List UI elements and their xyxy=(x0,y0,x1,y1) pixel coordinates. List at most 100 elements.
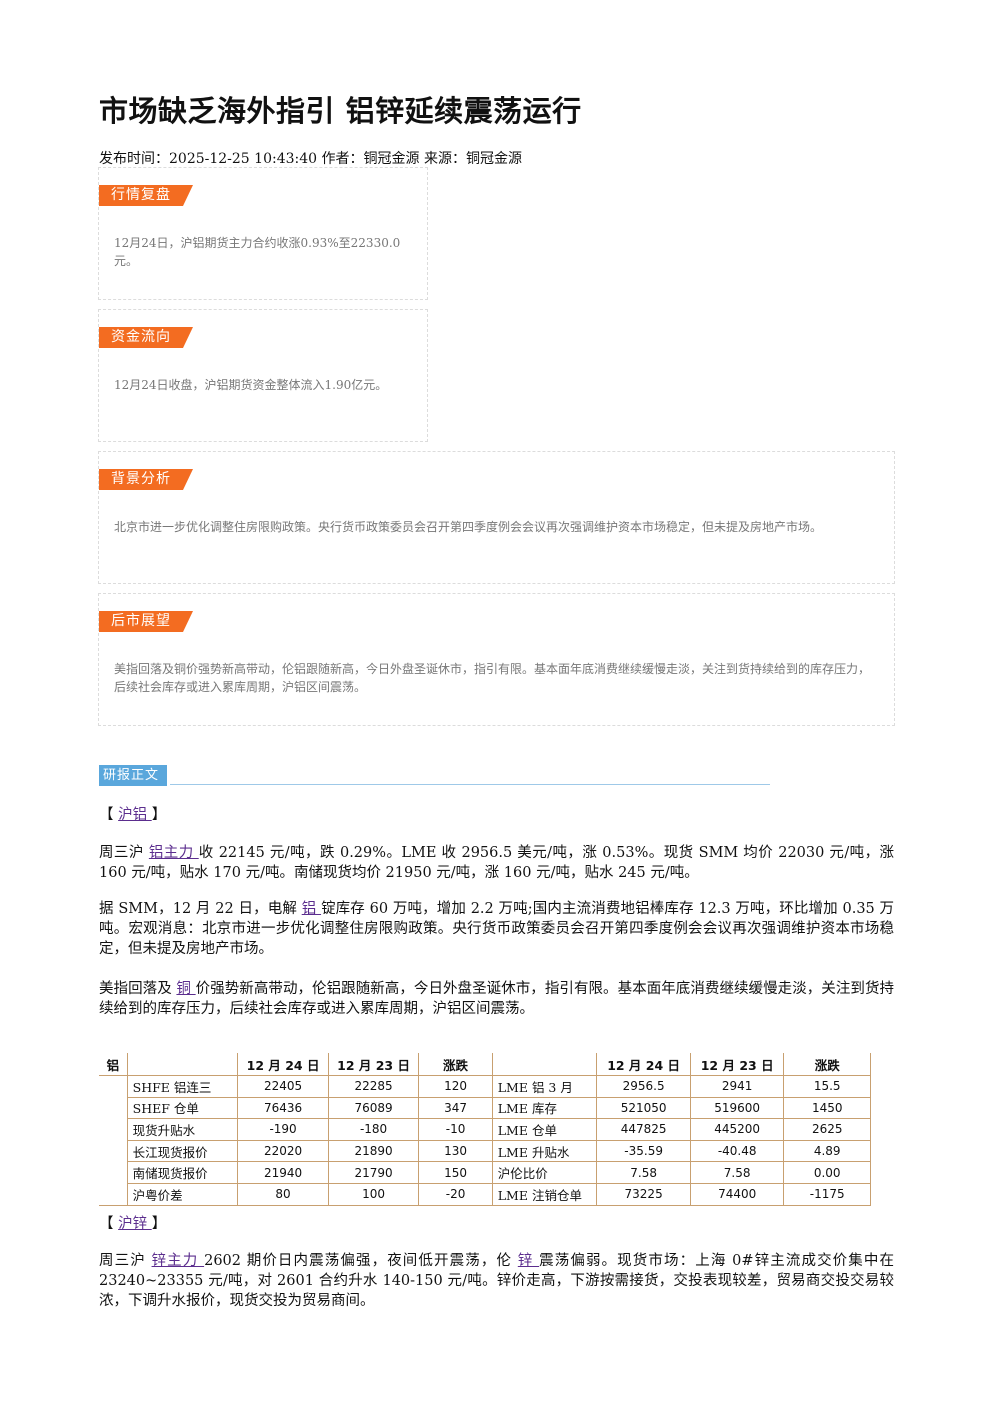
page-title: 市场缺乏海外指引 铝锌延续震荡运行 xyxy=(99,94,582,128)
lme-zinc-link[interactable]: 锌 xyxy=(517,1253,540,1269)
table-row-label: 长江现货报价 xyxy=(126,1139,239,1163)
table-cell: 445200 xyxy=(689,1118,785,1141)
market-review-card: 行情复盘 12月24日，沪铝期货主力合约收涨0.93%至22330.0元。 xyxy=(98,167,428,300)
table-cell: -180 xyxy=(327,1118,420,1141)
table-cell: -1175 xyxy=(783,1182,871,1206)
table-cell: 120 xyxy=(418,1075,493,1098)
zn-link[interactable]: 沪锌 xyxy=(118,1216,152,1232)
table-stub-cell xyxy=(99,1118,128,1141)
outlook-card: 后市展望 美指回落及铜价强势新高带动，伦铝跟随新高，今日外盘圣诞休市，指引有限。… xyxy=(98,593,895,726)
table-cell: 22405 xyxy=(237,1075,329,1098)
outlook-tag: 后市展望 xyxy=(99,611,193,632)
table-cell: 0.00 xyxy=(783,1161,871,1184)
table-cell: 2941 xyxy=(689,1075,785,1098)
background-card: 背景分析 北京市进一步优化调整住房限购政策。央行货币政策委员会召开第四季度例会会… xyxy=(98,451,895,584)
outlook-text: 美指回落及铜价强势新高带动，伦铝跟随新高，今日外盘圣诞休市，指引有限。基本面年底… xyxy=(114,662,871,694)
table-cell: -20 xyxy=(418,1182,493,1206)
table-header-cell: 涨跌 xyxy=(418,1053,493,1076)
zn-section-heading: 【 沪锌 】 xyxy=(99,1216,167,1232)
table-cell: 22020 xyxy=(237,1139,329,1163)
table-cell: 7.58 xyxy=(689,1161,785,1184)
table-cell: 519600 xyxy=(689,1096,785,1120)
table-header-cell: 12 月 23 日 xyxy=(327,1053,420,1076)
table-cell: 100 xyxy=(327,1182,420,1206)
table-row: SHFE 铝连三 22405 22285 120 LME 铝 3 月 2956.5 2941… xyxy=(99,1075,871,1098)
table-header-cell: 12 月 23 日 xyxy=(689,1053,785,1076)
table-header-cell xyxy=(126,1053,239,1076)
table-cell: 2956.5 xyxy=(596,1075,691,1098)
table-cell: 21790 xyxy=(327,1161,420,1184)
table-cell: 21940 xyxy=(237,1161,329,1184)
table-cell: 1450 xyxy=(783,1096,871,1120)
report-divider xyxy=(170,784,770,785)
table-cell: 521050 xyxy=(596,1096,691,1120)
table-row-label: 沪粤价差 xyxy=(126,1182,239,1206)
aluminium-link[interactable]: 铝 xyxy=(301,901,322,917)
table-cell: 80 xyxy=(237,1182,329,1206)
background-tag: 背景分析 xyxy=(99,469,193,490)
table-cell: 347 xyxy=(418,1096,493,1120)
background-text: 北京市进一步优化调整住房限购政策。央行货币政策委员会召开第四季度例会会议再次强调… xyxy=(114,520,823,534)
table-row-label: SHFE 铝连三 xyxy=(126,1075,239,1098)
table-cell: 130 xyxy=(418,1139,493,1163)
report-body-tag: 研报正文 xyxy=(99,765,168,786)
table-row: 长江现货报价 22020 21890 130 LME 升贴水 -35.59 -40.48 4.… xyxy=(99,1139,871,1163)
table-cell: 76089 xyxy=(327,1096,420,1120)
table-stub-cell xyxy=(99,1097,128,1119)
table-stub-cell xyxy=(99,1183,128,1206)
table-stub-cell xyxy=(99,1075,128,1098)
table-row: 沪粤价差 80 100 -20 LME 注销仓单 73225 74400 -1175 xyxy=(99,1182,871,1206)
article-meta: 发布时间：2025-12-25 10:43:40 作者：铜冠金源 来源：铜冠金源 xyxy=(99,151,522,167)
al-link[interactable]: 沪铝 xyxy=(118,807,152,823)
table-cell: 150 xyxy=(418,1161,493,1184)
table-cell: 447825 xyxy=(596,1118,691,1141)
table-row-label: LME 仓单 xyxy=(491,1118,598,1141)
table-stub-label: 铝 xyxy=(99,1053,128,1076)
table-header-cell: 12 月 24 日 xyxy=(237,1053,329,1076)
table-cell: 7.58 xyxy=(596,1161,691,1184)
al-main-link[interactable]: 铝主力 xyxy=(148,845,199,861)
table-cell: -35.59 xyxy=(596,1139,691,1163)
table-row-label: LME 库存 xyxy=(491,1096,598,1120)
table-cell: 2625 xyxy=(783,1118,871,1141)
capital-flow-text: 12月24日收盘，沪铝期货资金整体流入1.90亿元。 xyxy=(114,378,388,392)
table-cell: -10 xyxy=(418,1118,493,1141)
table-row-label: 沪伦比价 xyxy=(491,1161,598,1184)
aluminium-data-table: 铝 12 月 24 日 12 月 23 日涨跌 12 月 24 日 12 月 23 日涨… xyxy=(99,1053,871,1206)
table-row-label: LME 升贴水 xyxy=(491,1139,598,1163)
table-row-label: 南储现货报价 xyxy=(126,1161,239,1184)
table-stub-cell xyxy=(99,1161,128,1184)
market-review-tag: 行情复盘 xyxy=(99,185,193,206)
table-cell: -40.48 xyxy=(689,1139,785,1163)
table-cell: 4.89 xyxy=(783,1139,871,1163)
table-cell: -190 xyxy=(237,1118,329,1141)
market-review-text: 12月24日，沪铝期货主力合约收涨0.93%至22330.0元。 xyxy=(114,236,401,268)
table-row: SHEF 仓单 76436 76089 347 LME 库存 521050 519600 14… xyxy=(99,1096,871,1120)
table-row-label: 现货升贴水 xyxy=(126,1118,239,1141)
table-header-cell xyxy=(491,1053,598,1076)
table-row-label: LME 注销仓单 xyxy=(491,1182,598,1206)
table-header-row: 铝 12 月 24 日 12 月 23 日涨跌 12 月 24 日 12 月 23 日涨… xyxy=(99,1053,871,1076)
zn-main-link[interactable]: 锌主力 xyxy=(151,1253,205,1269)
table-header-cell: 涨跌 xyxy=(783,1053,871,1076)
table-cell: 15.5 xyxy=(783,1075,871,1098)
table-cell: 22285 xyxy=(327,1075,420,1098)
capital-flow-card: 资金流向 12月24日收盘，沪铝期货资金整体流入1.90亿元。 xyxy=(98,309,428,442)
al-section-heading: 【 沪铝 】 xyxy=(99,807,167,823)
table-row: 南储现货报价 21940 21790 150 沪伦比价 7.58 7.58 0.00 xyxy=(99,1161,871,1184)
table-cell: 73225 xyxy=(596,1182,691,1206)
al-paragraph-1: 周三沪 铝主力 收 22145 元/吨，跌 0.29%。LME 收 2956.5… xyxy=(99,845,895,881)
al-paragraph-2: 据 SMM，12 月 22 日，电解 铝 锭库存 60 万吨，增加 2.2 万吨… xyxy=(99,901,895,957)
table-header-cell: 12 月 24 日 xyxy=(596,1053,691,1076)
table-row: 现货升贴水 -190 -180 -10 LME 仓单 447825 445200 2625 xyxy=(99,1118,871,1141)
capital-flow-tag: 资金流向 xyxy=(99,327,193,348)
table-row-label: SHEF 仓单 xyxy=(126,1096,239,1120)
zn-paragraph-1: 周三沪 锌主力 2602 期价日内震荡偏强，夜间低开震荡，伦 锌 震荡偏弱。现货… xyxy=(99,1253,895,1309)
table-row-label: LME 铝 3 月 xyxy=(491,1075,598,1098)
table-stub-cell xyxy=(99,1140,128,1162)
copper-link[interactable]: 铜 xyxy=(176,981,196,997)
al-paragraph-3: 美指回落及 铜 价强势新高带动，伦铝跟随新高，今日外盘圣诞休市，指引有限。基本面… xyxy=(99,981,895,1017)
table-cell: 76436 xyxy=(237,1096,329,1120)
table-cell: 74400 xyxy=(689,1182,785,1206)
table-cell: 21890 xyxy=(327,1139,420,1163)
